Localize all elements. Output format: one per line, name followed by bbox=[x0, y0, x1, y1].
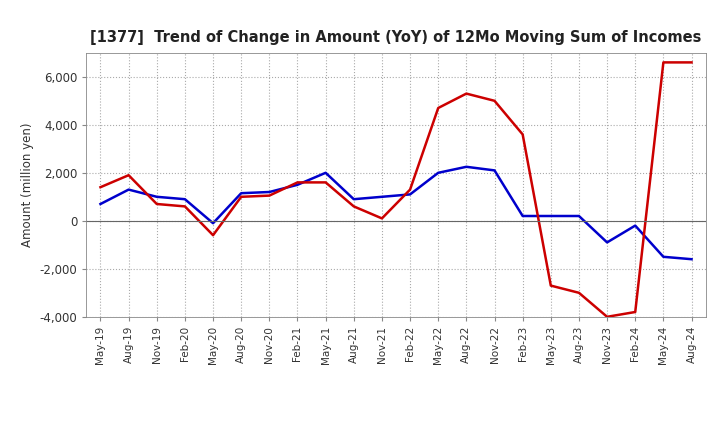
Ordinary Income bbox=[406, 192, 415, 197]
Ordinary Income bbox=[125, 187, 133, 192]
Ordinary Income bbox=[434, 170, 443, 176]
Net Income bbox=[518, 132, 527, 137]
Ordinary Income bbox=[687, 257, 696, 262]
Ordinary Income bbox=[265, 189, 274, 194]
Ordinary Income bbox=[575, 213, 583, 219]
Net Income bbox=[546, 283, 555, 288]
Net Income bbox=[377, 216, 386, 221]
Net Income bbox=[406, 187, 415, 192]
Net Income bbox=[209, 233, 217, 238]
Ordinary Income bbox=[321, 170, 330, 176]
Y-axis label: Amount (million yen): Amount (million yen) bbox=[21, 123, 34, 247]
Net Income bbox=[293, 180, 302, 185]
Net Income bbox=[96, 184, 105, 190]
Ordinary Income bbox=[490, 168, 499, 173]
Net Income bbox=[349, 204, 358, 209]
Net Income bbox=[462, 91, 471, 96]
Net Income bbox=[265, 193, 274, 198]
Net Income bbox=[125, 172, 133, 178]
Net Income bbox=[603, 314, 611, 319]
Ordinary Income bbox=[377, 194, 386, 199]
Net Income bbox=[434, 105, 443, 110]
Net Income bbox=[490, 98, 499, 103]
Title: [1377]  Trend of Change in Amount (YoY) of 12Mo Moving Sum of Incomes: [1377] Trend of Change in Amount (YoY) o… bbox=[90, 29, 702, 45]
Net Income bbox=[321, 180, 330, 185]
Net Income bbox=[181, 204, 189, 209]
Net Income bbox=[687, 60, 696, 65]
Ordinary Income bbox=[96, 202, 105, 207]
Ordinary Income bbox=[293, 182, 302, 187]
Ordinary Income bbox=[181, 197, 189, 202]
Ordinary Income bbox=[462, 164, 471, 169]
Line: Net Income: Net Income bbox=[101, 62, 691, 317]
Ordinary Income bbox=[153, 194, 161, 199]
Line: Ordinary Income: Ordinary Income bbox=[101, 167, 691, 259]
Ordinary Income bbox=[631, 223, 639, 228]
Ordinary Income bbox=[349, 197, 358, 202]
Ordinary Income bbox=[209, 220, 217, 226]
Net Income bbox=[575, 290, 583, 295]
Net Income bbox=[237, 194, 246, 199]
Ordinary Income bbox=[518, 213, 527, 219]
Ordinary Income bbox=[659, 254, 667, 260]
Net Income bbox=[153, 202, 161, 207]
Net Income bbox=[659, 60, 667, 65]
Net Income bbox=[631, 309, 639, 315]
Ordinary Income bbox=[603, 240, 611, 245]
Ordinary Income bbox=[546, 213, 555, 219]
Ordinary Income bbox=[237, 191, 246, 196]
